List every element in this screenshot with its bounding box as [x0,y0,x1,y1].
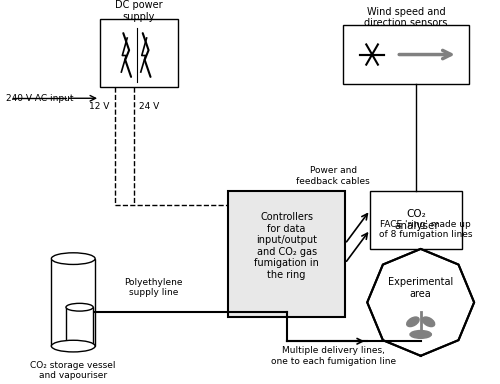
Ellipse shape [422,317,434,326]
Bar [228,190,345,317]
Bar [66,307,93,346]
Text: Polyethylene
supply line: Polyethylene supply line [124,278,182,298]
Text: CO₂
analyser: CO₂ analyser [394,209,438,230]
Bar [343,25,469,84]
Text: 12 V: 12 V [90,101,110,111]
Text: Power and
feedback cables: Power and feedback cables [296,166,370,186]
Text: 24 V: 24 V [139,101,159,111]
Ellipse shape [410,331,432,338]
Text: 240 V AC input: 240 V AC input [6,94,73,103]
Bar [370,190,462,249]
Ellipse shape [52,253,95,265]
Text: CO₂ storage vessel
and vapouriser: CO₂ storage vessel and vapouriser [30,361,116,380]
Bar [52,259,95,346]
Text: Multiple delivery lines,
one to each fumigation line: Multiple delivery lines, one to each fum… [270,346,396,366]
Text: Experimental
area: Experimental area [388,277,454,299]
Text: Wind speed and
direction sensors: Wind speed and direction sensors [364,7,448,28]
Ellipse shape [406,317,419,326]
Ellipse shape [66,303,93,311]
Text: Controllers
for data
input/output
and CO₂ gas
fumigation in
the ring: Controllers for data input/output and CO… [254,212,319,280]
Text: DC power
supply: DC power supply [115,0,162,22]
Bar [100,18,178,87]
Ellipse shape [52,340,95,352]
Text: FACE 'ring' made up
of 8 fumigation lines: FACE 'ring' made up of 8 fumigation line… [379,220,472,239]
Polygon shape [367,249,474,356]
